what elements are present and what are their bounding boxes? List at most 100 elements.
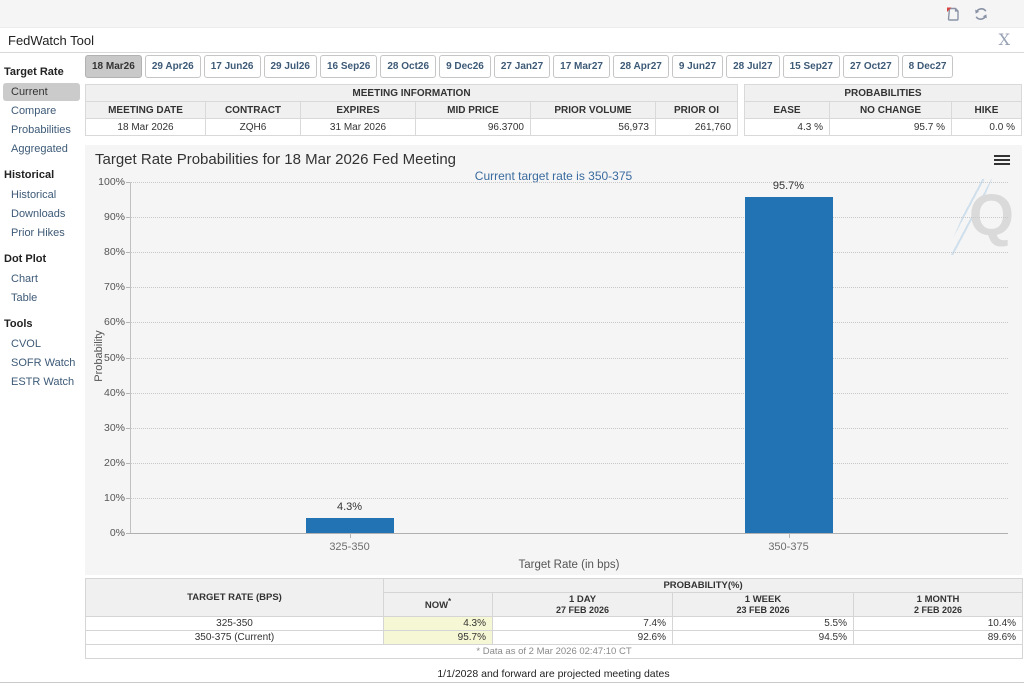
gridline bbox=[130, 182, 1008, 183]
meeting-info-col-header: CONTRACT bbox=[206, 102, 301, 119]
probabilities-col-header: HIKE bbox=[952, 102, 1022, 119]
chart-menu-icon[interactable] bbox=[994, 155, 1010, 167]
y-axis-tick bbox=[126, 428, 130, 429]
col-header-label: 1 MONTH bbox=[917, 594, 960, 605]
meeting-info-value: 261,760 bbox=[656, 119, 738, 136]
meeting-tab[interactable]: 17 Mar27 bbox=[553, 55, 610, 78]
close-icon[interactable]: X bbox=[999, 30, 1010, 49]
gridline bbox=[130, 287, 1008, 288]
sidebar-item-historical[interactable]: Historical bbox=[3, 186, 80, 204]
meeting-tab[interactable]: 9 Jun27 bbox=[672, 55, 723, 78]
page-title: FedWatch Tool bbox=[8, 33, 94, 48]
probabilities-summary-table: PROBABILITIES EASENO CHANGEHIKE 4.3 %95.… bbox=[744, 84, 1022, 136]
gridline bbox=[130, 322, 1008, 323]
y-axis-tick bbox=[126, 533, 130, 534]
col-header-label: 1 WEEK bbox=[745, 594, 781, 605]
meeting-tab[interactable]: 8 Dec27 bbox=[902, 55, 954, 78]
chart-subtitle: Current target rate is 350-375 bbox=[85, 169, 1022, 183]
y-axis-tick-label: 100% bbox=[85, 176, 125, 188]
refresh-icon[interactable] bbox=[972, 5, 990, 23]
meeting-tab[interactable]: 29 Apr26 bbox=[145, 55, 201, 78]
sidebar-section-title: Target Rate bbox=[0, 56, 85, 82]
sidebar-item-downloads[interactable]: Downloads bbox=[3, 205, 80, 223]
sidebar: Target RateCurrentCompareProbabilitiesAg… bbox=[0, 56, 85, 392]
col-header-date: 2 FEB 2026 bbox=[860, 605, 1016, 615]
toolbar-icon-group bbox=[944, 5, 990, 23]
sidebar-item-estr-watch[interactable]: ESTR Watch bbox=[3, 373, 80, 391]
y-axis-tick bbox=[126, 498, 130, 499]
meeting-info-col-header: MID PRICE bbox=[416, 102, 531, 119]
sidebar-item-aggregated[interactable]: Aggregated bbox=[3, 140, 80, 158]
probability-bar bbox=[306, 518, 394, 533]
sidebar-section-title: Tools bbox=[0, 308, 85, 334]
probability-chart: Target Rate Probabilities for 18 Mar 202… bbox=[85, 145, 1022, 575]
probability-cell: 92.6% bbox=[493, 631, 673, 645]
probability-bar bbox=[745, 197, 833, 533]
gridline bbox=[130, 498, 1008, 499]
col-header-date: 27 FEB 2026 bbox=[499, 605, 666, 615]
target-rate-header: TARGET RATE (BPS) bbox=[86, 579, 384, 617]
sidebar-section-title: Dot Plot bbox=[0, 243, 85, 269]
meeting-information-table: MEETING INFORMATION MEETING DATECONTRACT… bbox=[85, 84, 738, 136]
probability-detail-row: 350-375 (Current)95.7%92.6%94.5%89.6% bbox=[86, 631, 1023, 645]
probabilities-header-row: EASENO CHANGEHIKE bbox=[745, 102, 1022, 119]
sidebar-item-compare[interactable]: Compare bbox=[3, 102, 80, 120]
meeting-tab[interactable]: 28 Jul27 bbox=[726, 55, 779, 78]
y-axis-tick-label: 30% bbox=[85, 422, 125, 434]
y-axis-tick bbox=[126, 322, 130, 323]
export-document-icon[interactable] bbox=[944, 5, 962, 23]
bottom-divider bbox=[0, 682, 1024, 683]
meeting-tab[interactable]: 16 Sep26 bbox=[320, 55, 377, 78]
probability-detail-col-header: 1 MONTH2 FEB 2026 bbox=[854, 593, 1023, 617]
sidebar-item-prior-hikes[interactable]: Prior Hikes bbox=[3, 224, 80, 242]
meeting-tab[interactable]: 15 Sep27 bbox=[783, 55, 840, 78]
meeting-tab[interactable]: 9 Dec26 bbox=[439, 55, 491, 78]
y-axis-tick-label: 50% bbox=[85, 352, 125, 364]
meeting-tab[interactable]: 27 Jan27 bbox=[494, 55, 550, 78]
sidebar-item-cvol[interactable]: CVOL bbox=[3, 335, 80, 353]
sidebar-item-table[interactable]: Table bbox=[3, 289, 80, 307]
gridline bbox=[130, 393, 1008, 394]
probability-cell: 89.6% bbox=[854, 631, 1023, 645]
meeting-info-value: ZQH6 bbox=[206, 119, 301, 136]
x-axis-tick-label: 325-350 bbox=[300, 541, 400, 553]
x-axis-title: Target Rate (in bps) bbox=[130, 559, 1008, 571]
meeting-tab[interactable]: 18 Mar26 bbox=[85, 55, 142, 78]
probabilities-value: 4.3 % bbox=[745, 119, 830, 136]
data-as-of-footnote: * Data as of 2 Mar 2026 02:47:10 CT bbox=[86, 645, 1023, 659]
y-axis-tick-label: 20% bbox=[85, 457, 125, 469]
now-probability-cell: 4.3% bbox=[384, 617, 493, 631]
meeting-tab[interactable]: 29 Jul26 bbox=[264, 55, 317, 78]
meeting-tabs: 18 Mar2629 Apr2617 Jun2629 Jul2616 Sep26… bbox=[85, 55, 1022, 78]
meeting-tab[interactable]: 17 Jun26 bbox=[204, 55, 261, 78]
fedwatch-app: FedWatch Tool X Target RateCurrentCompar… bbox=[0, 0, 1024, 688]
title-bar: FedWatch Tool X bbox=[0, 28, 1024, 53]
gridline bbox=[130, 217, 1008, 218]
y-axis-tick bbox=[126, 463, 130, 464]
summary-tables-row: MEETING INFORMATION MEETING DATECONTRACT… bbox=[85, 84, 1022, 136]
sidebar-section-title: Historical bbox=[0, 159, 85, 185]
meeting-info-col-header: MEETING DATE bbox=[86, 102, 206, 119]
probabilities-value-row: 4.3 %95.7 %0.0 % bbox=[745, 119, 1022, 136]
sidebar-item-sofr-watch[interactable]: SOFR Watch bbox=[3, 354, 80, 372]
top-toolbar bbox=[0, 0, 1024, 28]
probability-group-header: PROBABILITY(%) bbox=[384, 579, 1023, 593]
meeting-tab[interactable]: 28 Oct26 bbox=[380, 55, 436, 78]
meeting-info-value: 31 Mar 2026 bbox=[301, 119, 416, 136]
sidebar-item-current[interactable]: Current bbox=[3, 83, 80, 101]
meeting-tab[interactable]: 28 Apr27 bbox=[613, 55, 669, 78]
x-axis-tick bbox=[350, 533, 351, 538]
y-axis-tick bbox=[126, 182, 130, 183]
gridline bbox=[130, 463, 1008, 464]
sidebar-item-probabilities[interactable]: Probabilities bbox=[3, 121, 80, 139]
meeting-info-col-header: PRIOR OI bbox=[656, 102, 738, 119]
col-header-label: NOW bbox=[425, 601, 448, 612]
meeting-info-value-row: 18 Mar 2026ZQH631 Mar 202696.370056,9732… bbox=[86, 119, 738, 136]
meeting-info-value: 18 Mar 2026 bbox=[86, 119, 206, 136]
probabilities-value: 95.7 % bbox=[830, 119, 952, 136]
chart-title: Target Rate Probabilities for 18 Mar 202… bbox=[95, 151, 456, 168]
sidebar-item-chart[interactable]: Chart bbox=[3, 270, 80, 288]
col-header-label: 1 DAY bbox=[569, 594, 596, 605]
meeting-tab[interactable]: 27 Oct27 bbox=[843, 55, 899, 78]
target-rate-cell: 325-350 bbox=[86, 617, 384, 631]
